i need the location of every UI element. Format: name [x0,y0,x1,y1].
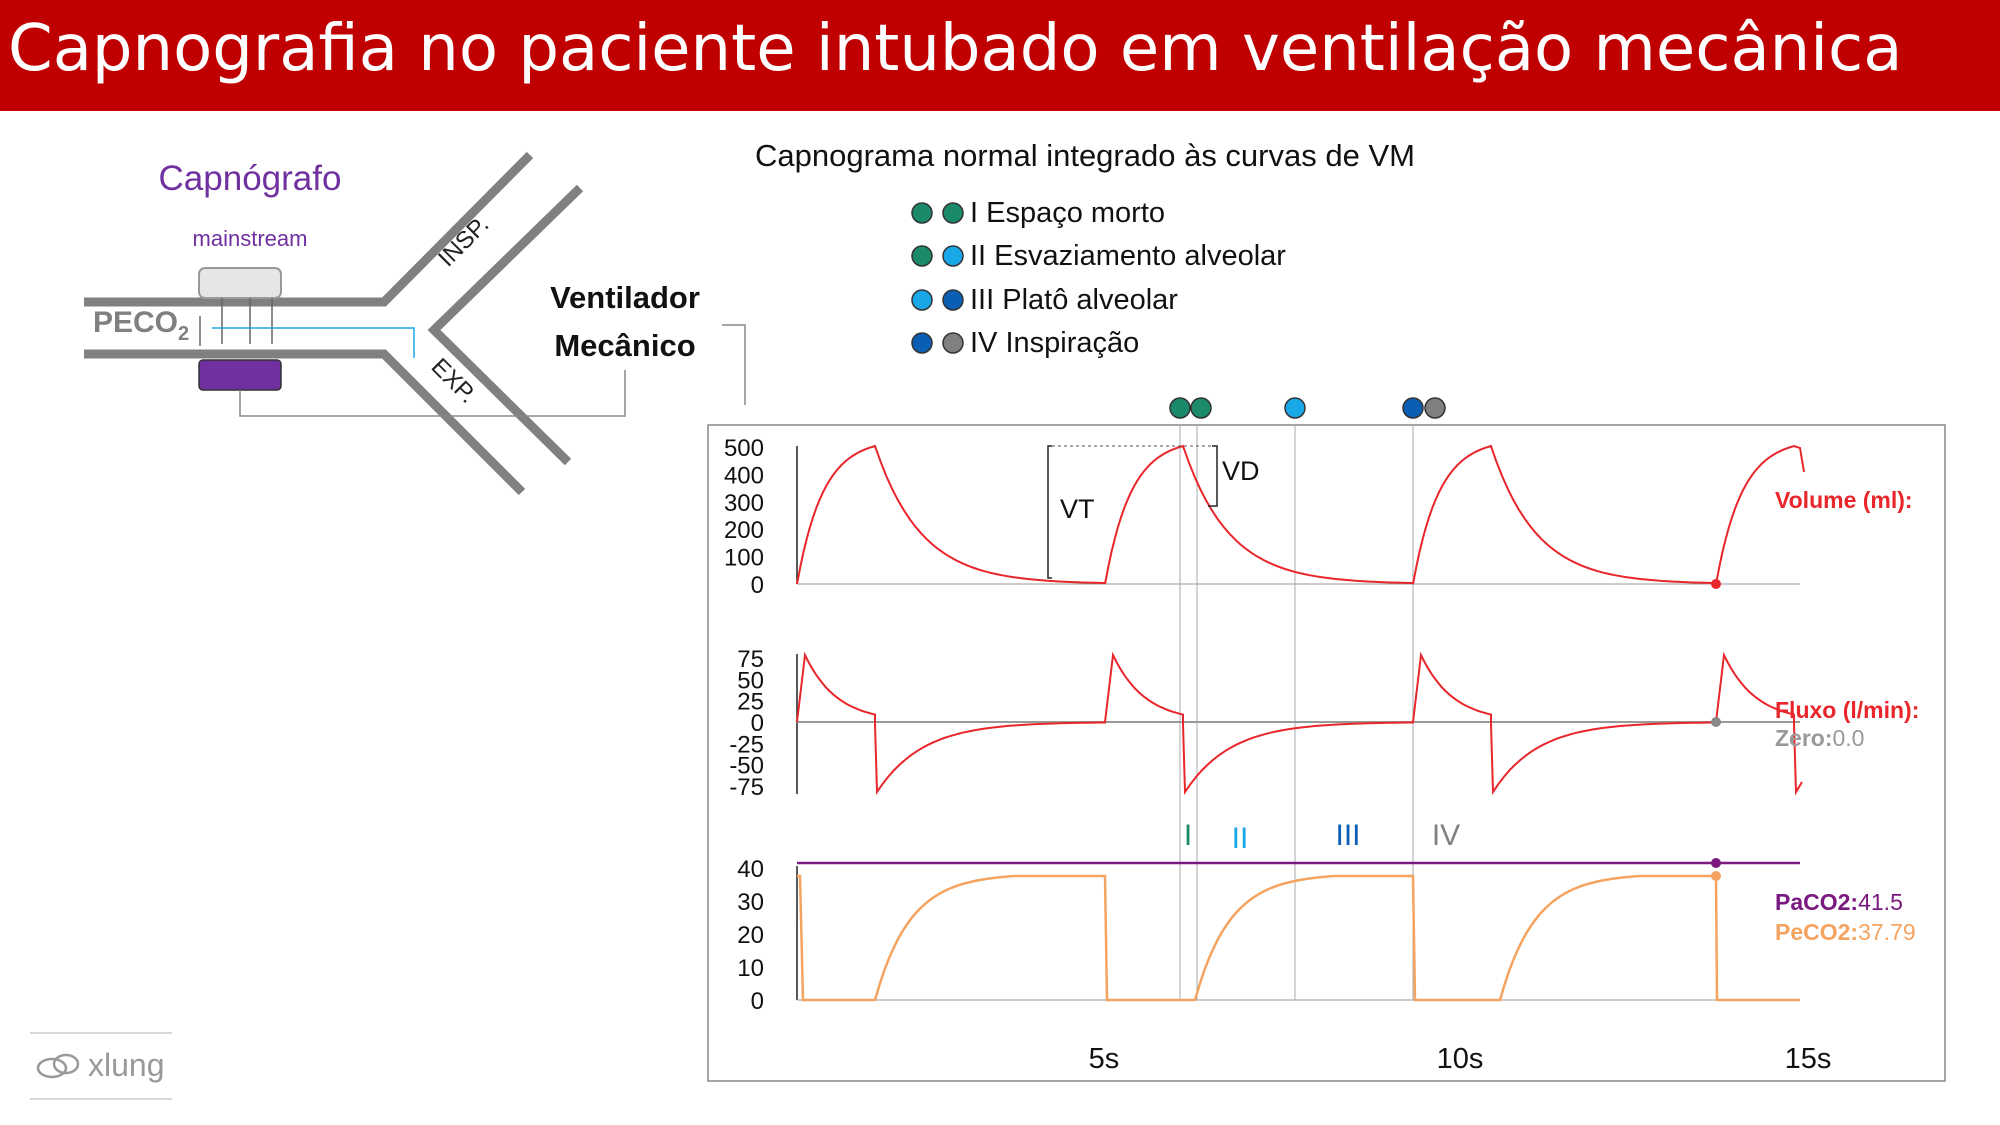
lung-icon [36,1053,80,1079]
co2-y-ticks: 40 30 20 10 0 [737,856,764,1015]
phase-label-iv: IV [1432,819,1460,852]
tube-inner [427,184,584,466]
capnogram-title: Capnograma normal integrado às curvas de… [755,138,1415,173]
y-tick-label: -50 [729,753,764,780]
y-tick-label: 30 [737,889,764,916]
flow-end-dot [1711,717,1721,727]
legend-dot [942,289,964,311]
legend-dot [911,202,933,224]
circuit-tubes [84,151,584,496]
legend-dot [942,245,964,267]
phase-label-ii: II [1232,822,1249,855]
legend-item: IV Inspiração [911,327,1139,359]
y-tick-label: 400 [724,462,764,489]
capnograph-label: Capnógrafo [159,159,342,198]
phase-legend: I Espaço morto II Esvaziamento alveolar II… [911,197,1286,359]
phase-markers-top [1169,397,1446,419]
flow-legend: Fluxo (l/min): [1775,697,1919,723]
co2-chart: 40 30 20 10 0 PaCO2:41.5 PeCO2:37.79 5s 10s 15… [737,856,1915,1075]
time-x-ticks: 5s 10s 15s [1089,1043,1832,1075]
marker-dot-cyan [1284,397,1306,419]
y-tick-label: -25 [729,731,764,758]
xlung-logo: xlung [30,1032,172,1100]
y-tick-label: 200 [724,517,764,544]
y-tick-label: 40 [737,856,764,883]
y-tick-label: 20 [737,922,764,949]
x-tick-label: 5s [1089,1043,1120,1075]
marker-dot-blue [1402,397,1424,419]
marker-dot-teal [1169,397,1191,419]
flow-curve [796,651,1803,796]
sensor-arrows [199,298,273,346]
legend-dot [942,332,964,354]
mainstream-label: mainstream [193,226,308,251]
zero-legend: Zero:0.0 [1775,725,1864,751]
ventilator-circuit: Capnógrafo mainstream PECO2 INSP. EXP. V… [84,151,746,496]
page-title: Capnografia no paciente intubado em vent… [8,12,1903,86]
y-tick-label: 75 [737,646,764,673]
logo-text: xlung [88,1047,165,1083]
volume-curve [796,444,1805,585]
tube-upper [84,151,534,307]
legend-item: II Esvaziamento alveolar [911,240,1286,272]
volume-legend: Volume (ml): [1775,487,1913,513]
peco2-curve [797,874,1800,1002]
legend-label: II Esvaziamento alveolar [970,240,1286,272]
phase-label-iii: III [1335,819,1360,852]
vd-bracket [1208,445,1218,507]
x-tick-label: 10s [1437,1043,1484,1075]
chart-frame [707,424,1946,1082]
tube-lower [84,349,526,496]
connection-line [239,370,626,417]
phase-vertical-lines [1179,425,1414,1000]
y-tick-label: 0 [751,572,764,599]
ventilator-label-line1: Ventilador [550,280,700,315]
paco2-end-dot [1711,858,1721,868]
legend-item: III Platô alveolar [911,284,1178,316]
legend-label: I Espaço morto [970,197,1165,229]
y-tick-label: 500 [724,435,764,462]
y-tick-label: 50 [737,667,764,694]
paco2-legend: PaCO2:41.5 [1775,889,1903,915]
sensor-top [198,267,282,299]
vt-bracket [1047,445,1052,579]
marker-dot-gray [1424,397,1446,419]
marker-dot-teal [1190,397,1212,419]
phase-labels: I II III IV [1184,819,1460,855]
y-tick-label: 300 [724,490,764,517]
legend-label: IV Inspiração [970,327,1139,359]
volume-end-dot [1711,579,1721,589]
legend-item: I Espaço morto [911,197,1165,229]
y-tick-label: 0 [751,988,764,1015]
vt-label: VT [1060,494,1095,524]
connection-line-chart [722,324,746,405]
x-tick-label: 15s [1785,1043,1832,1075]
vd-label: VD [1222,456,1260,486]
phase-label-i: I [1184,819,1192,852]
peco2-label: PECO2 [93,306,189,345]
gas-flow-line [212,327,415,358]
y-tick-label: 25 [737,689,764,716]
legend-dot [911,289,933,311]
y-tick-label: 0 [751,710,764,737]
legend-dot [942,202,964,224]
ventilator-label-line2: Mecânico [554,328,695,363]
sensor-bottom [198,359,282,391]
y-tick-label: -75 [729,774,764,801]
y-tick-label: 10 [737,955,764,982]
y-tick-label: 100 [724,545,764,572]
legend-dot [911,332,933,354]
legend-dot [911,245,933,267]
title-banner: Capnografia no paciente intubado em vent… [0,0,2000,111]
peco2-legend: PeCO2:37.79 [1775,919,1916,945]
peco2-end-dot [1711,871,1721,881]
legend-label: III Platô alveolar [970,284,1178,316]
